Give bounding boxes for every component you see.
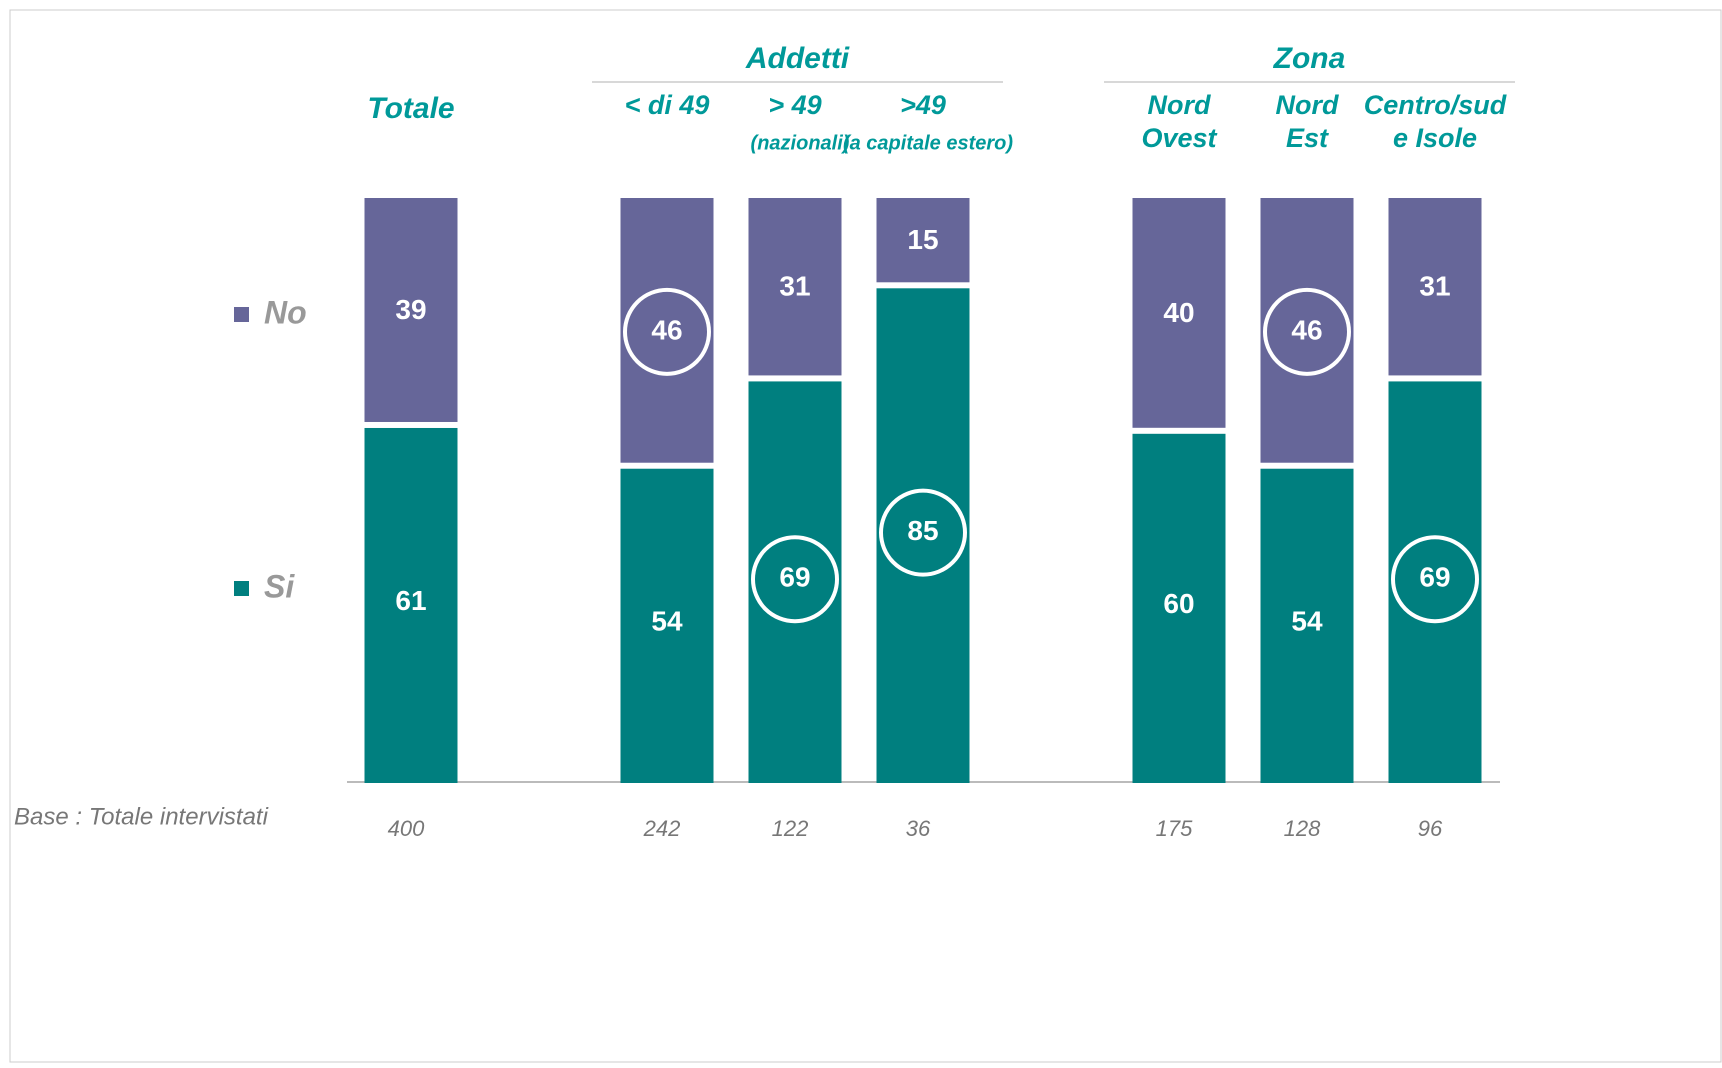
bar-segment (748, 198, 842, 376)
category-label: < di 49 (625, 90, 710, 120)
bar-segment (1388, 381, 1482, 783)
highlight-circle (1263, 287, 1351, 376)
bar-segment (620, 198, 714, 463)
data-label: 69 (779, 562, 810, 593)
bar-segment (1260, 468, 1354, 783)
category-label: Totale (367, 92, 454, 125)
group-label: Zona (1273, 42, 1346, 75)
legend-swatch (234, 307, 249, 322)
category-label: Centro/sud (1364, 90, 1507, 120)
data-label: 46 (651, 314, 682, 345)
highlight-circle (751, 535, 839, 624)
category-label: (a capitale estero) (843, 132, 1013, 154)
legend-swatch (234, 581, 249, 596)
bar-segment (364, 198, 458, 422)
base-value: 36 (906, 816, 931, 841)
category-label: (nazionali) (751, 132, 850, 154)
data-label: 46 (1291, 314, 1322, 345)
data-label: 39 (395, 294, 426, 325)
data-label: 85 (907, 515, 938, 546)
data-label: 54 (651, 605, 683, 636)
category-label: e Isole (1393, 123, 1477, 153)
data-label: 61 (395, 585, 426, 616)
bar-segment (364, 427, 458, 783)
base-value: 128 (1284, 816, 1321, 841)
group-label: Addetti (745, 42, 850, 75)
bar-segment (620, 468, 714, 783)
category-label: >49 (900, 90, 946, 120)
data-label: 40 (1163, 297, 1194, 328)
highlight-circle (1391, 535, 1479, 624)
data-label: 31 (779, 271, 810, 302)
highlight-circle (623, 287, 711, 376)
data-label: 31 (1419, 271, 1450, 302)
data-label: 15 (907, 224, 938, 255)
category-label: Est (1286, 123, 1329, 153)
category-label: Nord (1148, 90, 1211, 120)
data-label: 54 (1291, 605, 1323, 636)
base-value: 175 (1156, 816, 1193, 841)
bar-segment (876, 288, 970, 783)
category-label: Nord (1276, 90, 1339, 120)
bar-segment (1132, 198, 1226, 428)
legend-label: No (264, 294, 307, 330)
highlight-circle (879, 488, 967, 577)
data-label: 60 (1163, 588, 1194, 619)
frame (9, 9, 1722, 1063)
base-label: Base : Totale intervistati (14, 803, 269, 830)
base-value: 122 (772, 816, 809, 841)
bar-segment (748, 381, 842, 783)
base-value: 400 (388, 816, 425, 841)
base-value: 242 (643, 816, 681, 841)
bar-segment (1260, 198, 1354, 463)
bar-segment (1132, 433, 1226, 783)
category-label: Ovest (1141, 123, 1217, 153)
data-label: 69 (1419, 562, 1450, 593)
bar-segment (1388, 198, 1482, 376)
bar-segment (876, 198, 970, 283)
base-value: 96 (1418, 816, 1443, 841)
legend-label: Si (264, 568, 295, 604)
category-label: > 49 (768, 90, 821, 120)
